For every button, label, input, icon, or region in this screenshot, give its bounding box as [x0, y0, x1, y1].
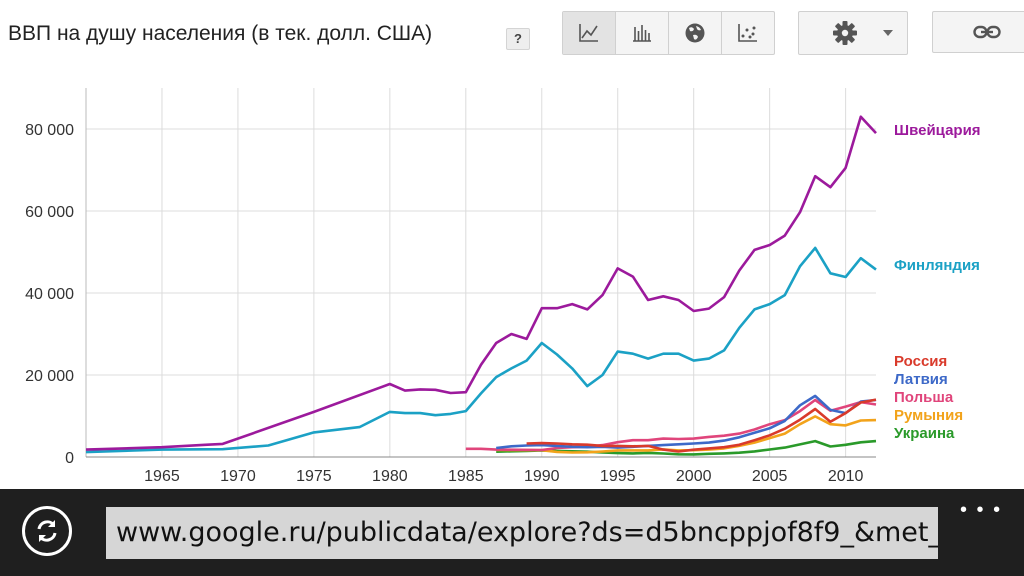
refresh-button[interactable]: [22, 506, 72, 556]
legend-label: Польша: [894, 389, 954, 406]
legend-label: Финляндия: [894, 257, 980, 274]
bar-chart-button[interactable]: [616, 12, 669, 54]
legend-label: Украина: [894, 425, 955, 442]
y-tick-label: 20 000: [25, 368, 74, 385]
y-tick-label: 80 000: [25, 122, 74, 139]
series-line-Латвия: [496, 394, 877, 450]
y-tick-label: 40 000: [25, 286, 74, 303]
globe-icon: [685, 23, 705, 43]
more-options-button[interactable]: • • •: [960, 499, 1003, 521]
legend-label: Румыния: [894, 407, 963, 424]
refresh-icon: [37, 520, 57, 542]
x-tick-label: 1965: [144, 468, 180, 485]
x-tick-label: 1970: [220, 468, 256, 485]
scatter-icon: [738, 24, 757, 42]
series-line-Финляндия: [85, 246, 877, 454]
series-line-Россия: [526, 398, 877, 453]
x-tick-label: 1995: [600, 468, 636, 485]
legend-label: Латвия: [894, 371, 948, 388]
x-tick-label: 2000: [676, 468, 712, 485]
legend-label: Швейцария: [894, 122, 981, 139]
line-chart: 0 20 000 40 000 60 000 80 000 1965 1970 1975 198…: [25, 88, 981, 485]
url-input[interactable]: www.google.ru/publicdata/explore?ds=d5bn…: [106, 507, 938, 559]
x-tick-label: 1980: [372, 468, 408, 485]
x-tick-label: 1975: [296, 468, 332, 485]
view-toggle-group: [562, 11, 775, 55]
link-icon: [973, 25, 1001, 39]
x-tick-label: 1985: [448, 468, 484, 485]
line-chart-button[interactable]: [563, 12, 616, 54]
series-line-Швейцария: [85, 115, 877, 451]
series-line-Польша: [465, 398, 877, 452]
page-title: ВВП на душу населения (в тек. долл. США): [8, 22, 433, 45]
x-tick-label: 1990: [524, 468, 560, 485]
bar-chart-icon: [633, 25, 651, 42]
series-line-Румыния: [496, 415, 877, 454]
scatter-button[interactable]: [722, 12, 774, 54]
y-tick-label: 60 000: [25, 204, 74, 221]
settings-button[interactable]: [798, 11, 908, 55]
y-tick-label: 0: [65, 450, 74, 467]
line-chart-icon: [579, 24, 598, 42]
legend-label: Россия: [894, 353, 947, 370]
gear-icon: [833, 21, 857, 45]
x-tick-label: 2005: [752, 468, 788, 485]
map-button[interactable]: [669, 12, 722, 54]
link-button[interactable]: [932, 11, 1024, 53]
browser-address-bar: www.google.ru/publicdata/explore?ds=d5bn…: [0, 489, 1024, 576]
x-tick-label: 2010: [828, 468, 864, 485]
help-button[interactable]: ?: [506, 28, 530, 50]
chevron-down-icon: [883, 30, 893, 36]
